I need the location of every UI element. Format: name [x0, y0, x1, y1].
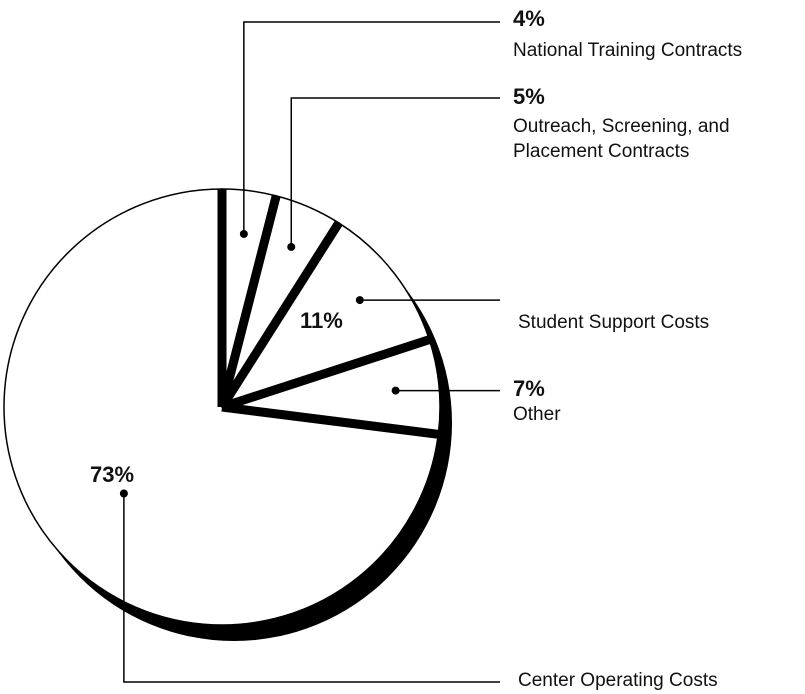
value-label: 7% — [513, 376, 545, 401]
slice-separator — [220, 335, 431, 412]
category-label: National Training Contracts — [513, 40, 743, 61]
value-label: 4% — [513, 6, 545, 31]
leader-line — [243, 21, 500, 234]
value-label: 11% — [300, 308, 343, 333]
value-label: 73% — [90, 462, 135, 487]
leader-line — [123, 493, 500, 683]
category-label: Other — [513, 404, 561, 425]
category-label: Center Operating Costs — [518, 670, 718, 691]
slice-separator — [218, 220, 343, 410]
slice-separator — [221, 402, 439, 439]
pie-slice — [220, 221, 431, 409]
value-label: 5% — [513, 84, 545, 109]
category-label: Outreach, Screening, and Placement Contr… — [513, 116, 730, 162]
category-label: Student Support Costs — [518, 312, 710, 333]
leader-line — [290, 97, 500, 247]
slice-separator — [217, 194, 281, 409]
